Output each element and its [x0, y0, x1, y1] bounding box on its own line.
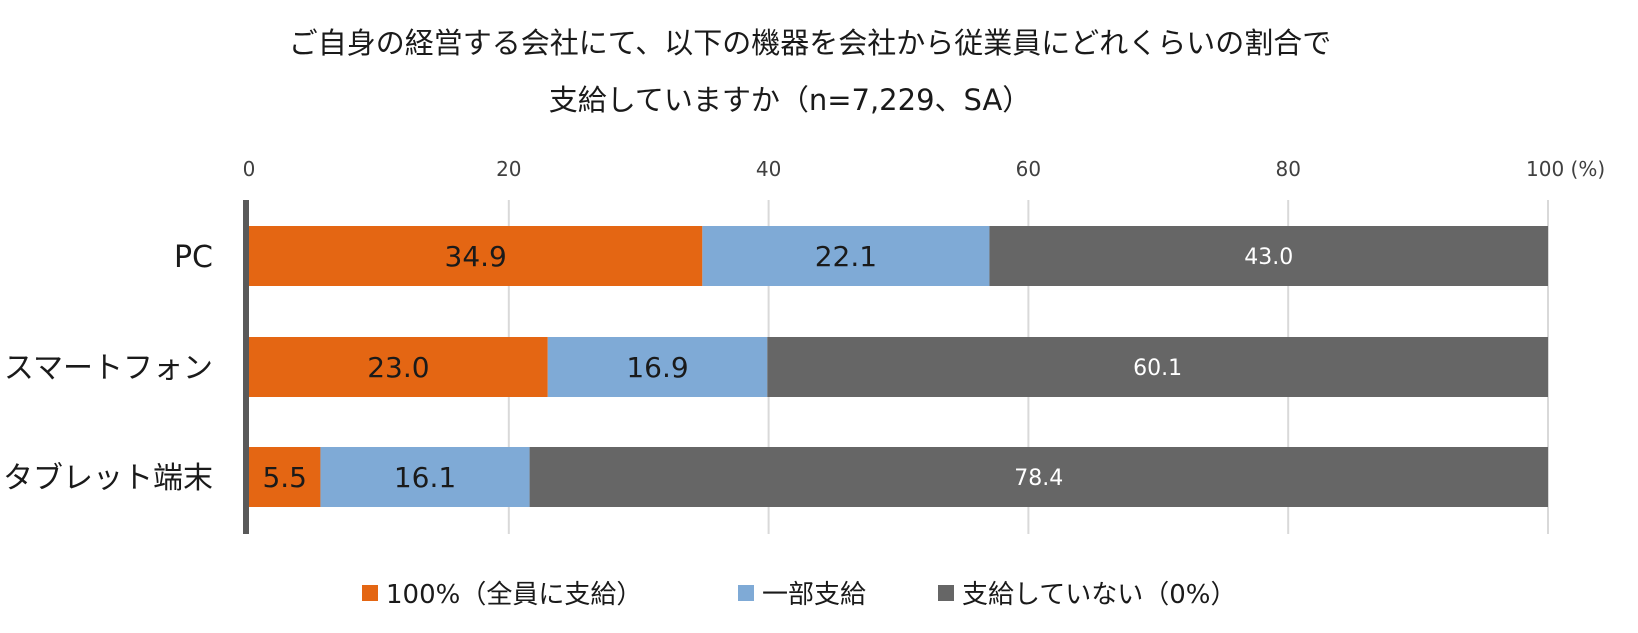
x-axis-ticks: 0 20 40 60 80 100 (%) [243, 157, 1606, 181]
category-label: スマートフォン [4, 351, 213, 386]
bar-segment [320, 447, 530, 507]
bar-segment [249, 337, 548, 397]
legend: 100%（全員に支給） 一部支給 支給していない（0%） [362, 580, 1236, 610]
bar-segment [767, 337, 1548, 397]
x-tick-label: 0 [243, 157, 256, 181]
bar-segment [249, 226, 703, 286]
data-label: 16.1 [394, 461, 456, 494]
data-label: 23.0 [367, 351, 429, 384]
x-tick-label: 60 [1016, 157, 1041, 181]
legend-label: 一部支給 [762, 580, 866, 610]
data-label: 16.9 [626, 351, 688, 384]
legend-label: 支給していない（0%） [962, 580, 1236, 610]
chart-title: ご自身の経営する会社にて、以下の機器を会社から従業員にどれくらいの割合で 支給し… [289, 26, 1332, 117]
category-label: タブレット端末 [3, 461, 213, 496]
legend-swatch [362, 585, 378, 601]
bar-segment [547, 337, 768, 397]
category-label: PC [174, 240, 213, 275]
data-label: 43.0 [1244, 245, 1293, 270]
data-label: 5.5 [262, 461, 307, 494]
x-tick-label: 80 [1275, 157, 1300, 181]
bar-segment [249, 447, 321, 507]
bar-segment [989, 226, 1548, 286]
x-tick-label: 100 (%) [1526, 157, 1605, 181]
legend-label: 100%（全員に支給） [386, 580, 642, 610]
bar-segment [702, 226, 990, 286]
bar-segment [529, 447, 1548, 507]
bars: 34.9 22.1 43.0 23.0 16.9 60.1 5.5 16.1 78.4 [249, 226, 1548, 507]
data-label: 22.1 [815, 240, 877, 273]
legend-swatch [738, 585, 754, 601]
legend-swatch [938, 585, 954, 601]
x-tick-label: 40 [756, 157, 781, 181]
data-label: 60.1 [1133, 356, 1182, 381]
chart-title-line-1: ご自身の経営する会社にて、以下の機器を会社から従業員にどれくらいの割合で [289, 26, 1332, 60]
y-axis-line [243, 200, 249, 534]
data-label: 34.9 [445, 240, 507, 273]
data-label: 78.4 [1014, 466, 1063, 491]
x-tick-label: 20 [496, 157, 521, 181]
chart-title-line-2: 支給していますか（n=7,229、SA） [549, 83, 1032, 117]
